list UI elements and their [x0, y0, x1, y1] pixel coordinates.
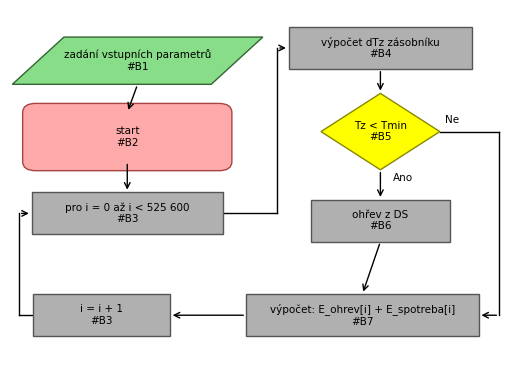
- Text: Ne: Ne: [445, 115, 459, 124]
- Bar: [32, 192, 223, 234]
- Text: i = i + 1
#B3: i = i + 1 #B3: [80, 304, 123, 326]
- Polygon shape: [12, 37, 263, 84]
- Bar: [33, 294, 170, 336]
- FancyBboxPatch shape: [23, 103, 232, 171]
- Text: výpočet dTz zásobníku
#B4: výpočet dTz zásobníku #B4: [321, 36, 440, 59]
- Polygon shape: [321, 93, 440, 170]
- Text: ohřev z DS
#B6: ohřev z DS #B6: [352, 210, 409, 231]
- Text: Tz < Tmin
#B5: Tz < Tmin #B5: [354, 121, 407, 142]
- Text: Ano: Ano: [393, 173, 413, 182]
- Text: zadání vstupních parametrů
#B1: zadání vstupních parametrů #B1: [64, 49, 211, 72]
- Bar: [246, 294, 479, 336]
- Text: start
#B2: start #B2: [115, 126, 139, 148]
- Bar: [311, 200, 450, 242]
- Text: výpočet: E_ohrev[i] + E_spotreba[i]
#B7: výpočet: E_ohrev[i] + E_spotreba[i] #B7: [270, 303, 455, 327]
- Text: pro i = 0 až i < 525 600
#B3: pro i = 0 až i < 525 600 #B3: [65, 202, 190, 224]
- Bar: [289, 27, 472, 69]
